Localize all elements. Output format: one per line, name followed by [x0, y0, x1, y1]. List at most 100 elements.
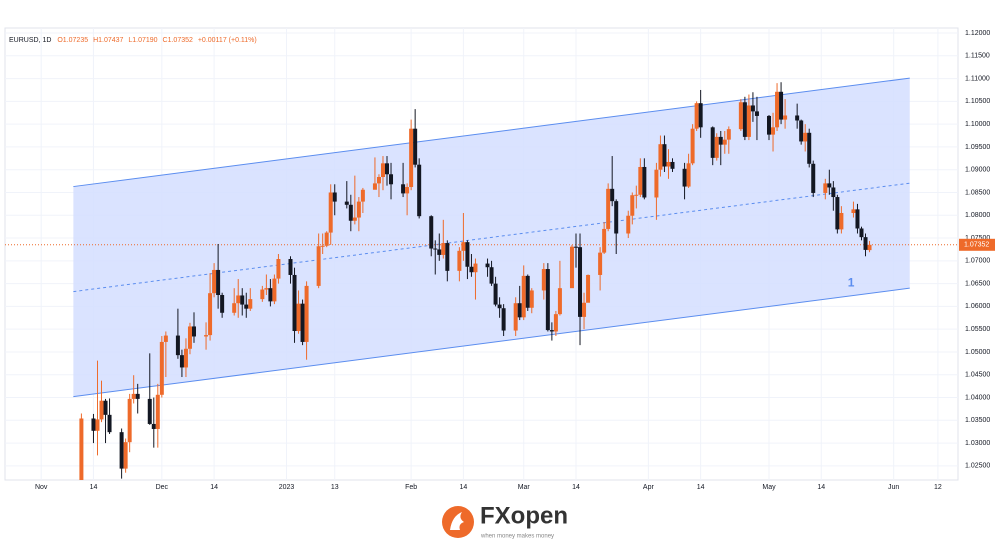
- candle-body: [433, 248, 438, 250]
- candle-body: [634, 194, 639, 196]
- open-value: O1.07235: [57, 37, 88, 44]
- x-tick-label: 14: [572, 484, 580, 491]
- logo: FXopen when money makes money: [442, 502, 568, 540]
- candle-body: [264, 288, 269, 290]
- y-tick-label: 1.05500: [965, 326, 990, 333]
- candle-body: [710, 127, 715, 158]
- candle-body: [754, 111, 759, 116]
- candle-body: [409, 128, 414, 188]
- candle-body: [835, 197, 840, 230]
- candle-body: [272, 278, 277, 302]
- candle-body: [344, 201, 349, 205]
- candle-body: [718, 136, 723, 145]
- candle-body: [569, 246, 574, 289]
- candle-body: [501, 308, 506, 331]
- candle-body: [654, 169, 659, 198]
- candle-body: [783, 115, 788, 120]
- candle-body: [827, 183, 832, 188]
- candle-body: [99, 400, 104, 420]
- candle-body: [525, 275, 530, 308]
- candle-body: [586, 274, 591, 303]
- last-price-box: [959, 238, 995, 251]
- y-tick-label: 1.11500: [965, 53, 990, 60]
- candle-body: [268, 288, 273, 302]
- candle-body: [686, 163, 691, 187]
- candle-body: [638, 166, 643, 195]
- y-tick-label: 1.10500: [965, 98, 990, 105]
- change-value: +0.00117 (+0.11%): [198, 37, 257, 44]
- candle-body: [127, 398, 132, 443]
- candle-body: [445, 243, 450, 271]
- candle-body: [513, 303, 518, 331]
- candle-body: [497, 304, 502, 309]
- candle-body: [385, 163, 390, 175]
- candle-body: [372, 183, 377, 190]
- x-tick-label: 14: [460, 484, 468, 491]
- candle-body: [642, 166, 647, 198]
- x-tick-label: Mar: [518, 484, 531, 491]
- candle-body: [389, 174, 394, 185]
- candle-body: [485, 263, 490, 268]
- last-price-label: 1.07352: [964, 242, 989, 249]
- candle-body: [746, 105, 751, 137]
- candle-body: [103, 400, 108, 415]
- x-tick-label: Feb: [405, 484, 417, 491]
- candle-body: [240, 295, 245, 305]
- candle-body: [614, 201, 619, 234]
- candle-body: [236, 295, 241, 304]
- x-tick-label: 13: [331, 484, 339, 491]
- candle-body: [441, 243, 446, 255]
- logo-glyph: [450, 512, 464, 530]
- low-value: L1.07190: [128, 37, 157, 44]
- y-tick-label: 1.10000: [965, 121, 990, 128]
- candle-body: [123, 442, 128, 469]
- x-tick-label: 14: [90, 484, 98, 491]
- y-tick-label: 1.05000: [965, 349, 990, 356]
- candle-body: [666, 161, 671, 167]
- candle-body: [465, 242, 470, 267]
- candle-body: [304, 285, 309, 342]
- tagline: when money makes money: [480, 534, 554, 540]
- candle-body: [726, 129, 731, 140]
- x-tick-label: 14: [210, 484, 218, 491]
- candle-body: [714, 136, 719, 158]
- candle-body: [610, 188, 615, 202]
- candle-body: [151, 423, 156, 429]
- candle-body: [598, 252, 603, 275]
- x-tick-label: Nov: [35, 484, 48, 491]
- candle-body: [380, 163, 385, 177]
- x-tick-label: Dec: [156, 484, 169, 491]
- y-tick-label: 1.06000: [965, 303, 990, 310]
- candle-body: [316, 246, 321, 286]
- candle-body: [698, 103, 703, 128]
- candle-body: [606, 188, 611, 229]
- candle-body: [352, 217, 357, 221]
- candle-body: [573, 246, 578, 248]
- brand: FXopen: [480, 502, 568, 529]
- channel-upper: [73, 77, 910, 188]
- candle-body: [823, 183, 828, 193]
- close-value: C1.07352: [163, 37, 193, 44]
- candle-body: [493, 283, 498, 305]
- candle-body: [799, 120, 804, 142]
- x-tick-label: Apr: [643, 484, 655, 491]
- y-tick-label: 1.12000: [965, 30, 990, 37]
- candle-body: [300, 303, 305, 342]
- candle-body: [855, 209, 860, 229]
- y-tick-label: 1.08500: [965, 189, 990, 196]
- candle-body: [517, 303, 522, 318]
- candle-body: [738, 102, 743, 130]
- x-tick-label: 12: [934, 484, 942, 491]
- candle-body: [208, 293, 213, 336]
- candle-body: [771, 127, 776, 135]
- high-value: H1.07437: [93, 37, 123, 44]
- candle-body: [204, 335, 209, 337]
- candle-body: [557, 288, 562, 315]
- candle-body: [521, 275, 526, 318]
- candle-body: [457, 250, 462, 271]
- candle-body: [131, 393, 136, 399]
- candle-body: [722, 139, 727, 145]
- candle-body: [179, 355, 184, 368]
- candle-body: [248, 299, 253, 309]
- candle-body: [803, 132, 808, 142]
